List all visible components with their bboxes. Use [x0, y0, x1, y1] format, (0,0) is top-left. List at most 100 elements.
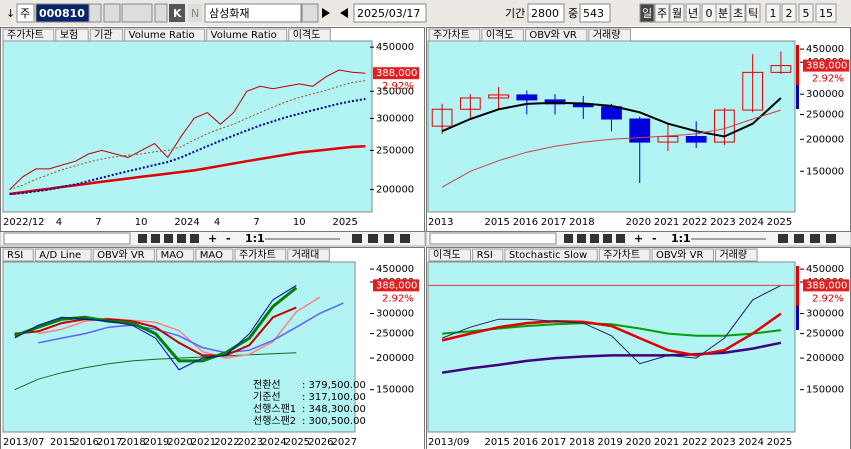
zoom-button[interactable]: 1:1 [671, 232, 691, 245]
n-label[interactable]: N [191, 7, 199, 20]
interval-label[interactable]: 틱 [748, 7, 758, 20]
interval-label[interactable]: 2 [786, 7, 793, 20]
interval-label[interactable]: 일 [642, 6, 652, 20]
tab[interactable] [714, 248, 758, 262]
interval-button[interactable] [685, 3, 701, 23]
tool-icon[interactable] [794, 234, 804, 243]
n-button[interactable] [188, 4, 202, 22]
scrollbar[interactable] [429, 232, 557, 245]
mid-box[interactable] [579, 3, 611, 23]
tab[interactable] [156, 248, 195, 262]
tool-icon[interactable] [151, 234, 160, 243]
scrollbar[interactable] [3, 232, 131, 245]
zoom-button[interactable]: + [208, 232, 217, 245]
tab-label[interactable]: 주가차트 [433, 29, 470, 41]
zoom-button[interactable]: - [226, 232, 231, 245]
mid[interactable]: 543 [583, 7, 604, 20]
tab-label[interactable]: OBV와 VR [529, 29, 576, 41]
tab-label[interactable]: Volume Ratio [211, 30, 277, 41]
tool-icon[interactable] [778, 234, 788, 243]
tool-icon[interactable] [138, 234, 147, 243]
tab-label[interactable]: 이격도 [293, 28, 321, 41]
tab-label[interactable]: 주가차트 [239, 249, 276, 261]
tab-label[interactable]: 이격도 [433, 248, 461, 261]
option-button[interactable] [121, 3, 153, 23]
mode-box[interactable] [16, 3, 35, 23]
dropdown[interactable] [88, 3, 102, 23]
tab[interactable] [234, 248, 287, 262]
nav-button[interactable] [301, 3, 319, 23]
tab-label[interactable]: A/D Line [39, 250, 81, 261]
interval-button[interactable] [654, 3, 670, 23]
interval-button[interactable] [765, 3, 781, 23]
tool-icon[interactable] [352, 234, 362, 243]
tab[interactable] [288, 28, 331, 42]
tab[interactable] [428, 28, 481, 42]
tool-icon[interactable] [603, 234, 612, 243]
tab-label[interactable]: 거래량 [593, 29, 621, 41]
interval-label[interactable]: 0 [706, 7, 713, 20]
tab[interactable] [524, 28, 588, 42]
tab-label[interactable]: 보험 [60, 29, 78, 41]
tab-label[interactable]: 이격도 [486, 28, 514, 41]
tab[interactable] [472, 248, 504, 262]
tab[interactable] [2, 248, 34, 262]
interval-label[interactable]: 분 [718, 7, 728, 20]
tab[interactable] [428, 248, 472, 262]
interval-button[interactable] [781, 3, 797, 23]
zoom-button[interactable]: - [652, 232, 657, 245]
zoom-button[interactable]: 1:1 [245, 232, 265, 245]
interval-button[interactable] [798, 3, 814, 23]
tab-label[interactable]: 주가차트 [7, 29, 44, 41]
tab[interactable] [2, 28, 55, 42]
interval-label[interactable]: 15 [819, 7, 833, 20]
interval-label[interactable]: 주 [657, 7, 667, 20]
tab-label[interactable]: MAO [200, 250, 223, 261]
k-label[interactable]: K [173, 7, 182, 20]
interval-button[interactable] [715, 3, 731, 23]
tool-icon[interactable] [164, 234, 173, 243]
interval-button[interactable] [815, 3, 837, 23]
tab[interactable] [588, 28, 631, 42]
zoom-button[interactable]: + [634, 232, 643, 245]
tab-label[interactable]: 기관 [94, 29, 112, 41]
tab-label[interactable]: 주가차트 [603, 249, 640, 261]
tool-icon[interactable] [564, 234, 573, 243]
tool-icon[interactable] [177, 234, 186, 243]
tool-icon[interactable] [400, 234, 410, 243]
tool-icon[interactable] [616, 234, 625, 243]
tab[interactable] [481, 28, 524, 42]
tool-icon[interactable] [577, 234, 586, 243]
name-box[interactable] [204, 3, 302, 23]
dropdown[interactable] [154, 3, 168, 23]
tool-icon[interactable] [368, 234, 378, 243]
tool-icon[interactable] [826, 234, 836, 243]
tab-label[interactable]: OBV와 VR [97, 249, 144, 261]
tab[interactable] [651, 248, 714, 262]
tab[interactable] [504, 248, 598, 262]
tool-icon[interactable] [190, 234, 199, 243]
tab[interactable] [89, 28, 124, 42]
search-button[interactable] [103, 3, 121, 23]
tab[interactable] [92, 248, 156, 262]
tab[interactable] [55, 28, 89, 42]
k-button[interactable] [169, 4, 185, 22]
mode[interactable]: 주 [20, 7, 30, 20]
tab[interactable] [34, 248, 92, 262]
date-box[interactable] [353, 3, 427, 23]
interval-button[interactable] [730, 3, 746, 23]
period-box[interactable] [527, 3, 565, 23]
tab-label[interactable]: Stochastic Slow [509, 250, 587, 261]
tab-label[interactable]: RSI [7, 250, 23, 261]
tab-label[interactable]: 거래량 [719, 249, 747, 261]
code[interactable]: 000810 [39, 7, 85, 20]
interval-button[interactable] [639, 3, 655, 23]
tool-icon[interactable] [384, 234, 394, 243]
tab[interactable] [124, 28, 206, 42]
tab[interactable] [195, 248, 234, 262]
tab[interactable] [206, 28, 288, 42]
tab-label[interactable]: OBV와 VR [656, 249, 703, 261]
date[interactable]: 2025/03/17 [357, 7, 420, 20]
tab-label[interactable]: RSI [477, 250, 493, 261]
tab-label[interactable]: 거래대 [292, 249, 320, 261]
